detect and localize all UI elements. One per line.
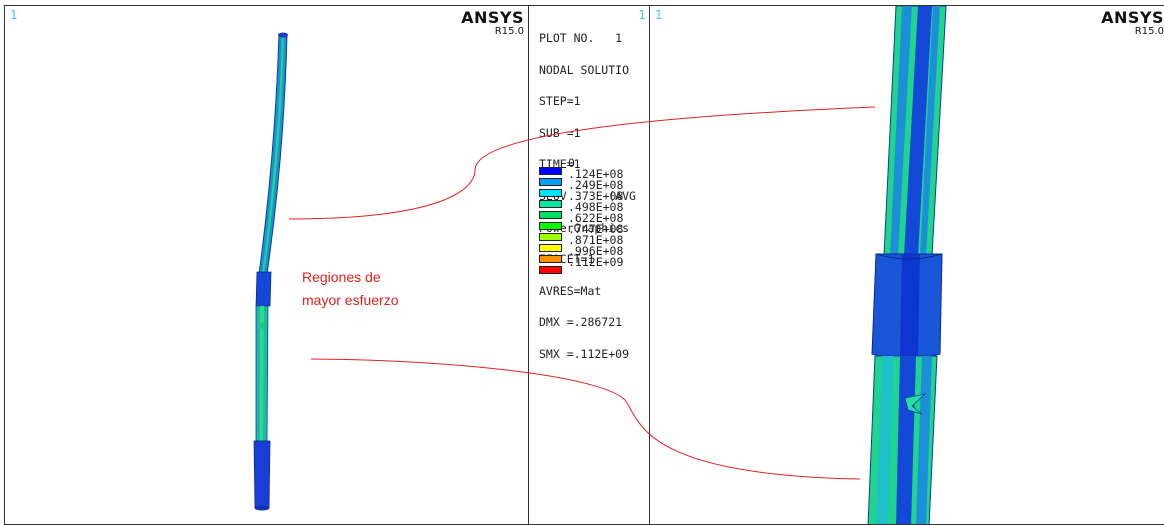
column-model-full — [253, 32, 288, 511]
ansys-logo: ANSYS R15.0 — [1101, 10, 1164, 37]
info-line: EFACET=1 — [539, 252, 595, 267]
scale-label: .112E+09 — [568, 255, 624, 269]
ansys-logo: ANSYS R15.0 — [461, 10, 524, 37]
color-swatch — [539, 189, 562, 197]
annotation-line: mayor esfuerzo — [302, 292, 399, 308]
info-line: PowerGraphics — [539, 220, 630, 235]
color-swatch — [539, 222, 562, 230]
color-swatch — [539, 211, 562, 219]
scale-label: .996E+08 — [568, 244, 624, 258]
right-viewport[interactable]: 1 ANSYS R15.0 — [649, 5, 1164, 525]
info-line: SMX =.112E+09 — [539, 346, 630, 361]
scale-label: .747E+08 — [568, 222, 624, 236]
color-swatch — [539, 244, 562, 252]
info-line: STEP=1 — [539, 94, 581, 109]
color-swatch — [539, 167, 562, 175]
info-line: SUB =1 — [539, 125, 581, 140]
info-line: NODAL SOLUTIO — [539, 62, 630, 77]
stress-annotation: Regiones de mayor esfuerzo — [302, 266, 462, 312]
brand-name: ANSYS — [1101, 8, 1164, 27]
release-label: R15.0 — [1134, 26, 1164, 37]
window-number: 1 — [10, 8, 18, 22]
color-swatch — [539, 255, 562, 263]
annotation-line: Regiones de — [302, 269, 381, 285]
window-number: 1 — [638, 8, 646, 22]
color-swatch — [539, 266, 562, 274]
release-label: R15.0 — [494, 26, 524, 37]
color-swatch — [539, 200, 562, 208]
scale-label: .871E+08 — [568, 233, 624, 247]
legend-panel: 1 PLOT NO. 1 NODAL SOLUTIO STEP=1 SUB =1… — [529, 5, 649, 525]
brand-name: ANSYS — [461, 8, 524, 27]
color-swatch — [539, 233, 562, 241]
info-line: PLOT NO. 1 — [539, 31, 623, 45]
column-model-zoom — [867, 6, 947, 524]
info-line: AVRES=Mat — [539, 283, 602, 298]
info-line: DMX =.286721 — [539, 315, 623, 330]
left-viewport[interactable]: 1 ANSYS R15.0 — [4, 5, 529, 525]
color-swatch — [539, 178, 562, 186]
window-number: 1 — [655, 8, 663, 22]
